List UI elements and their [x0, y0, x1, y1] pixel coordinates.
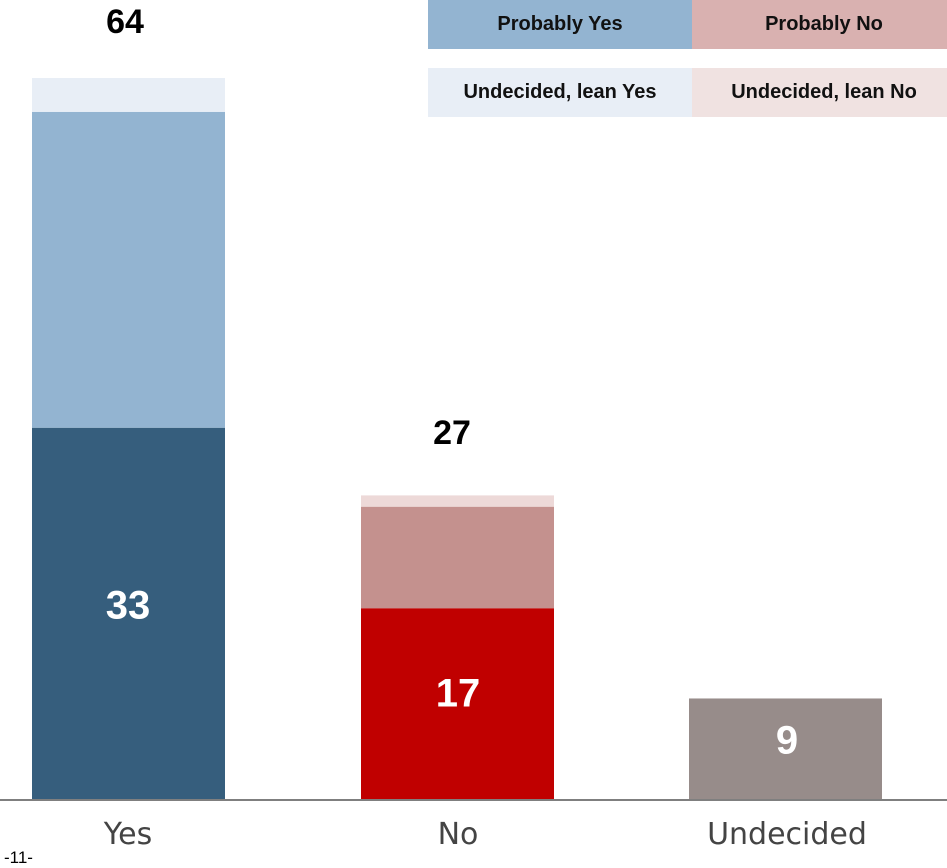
bars-group: [32, 78, 882, 800]
bar-label-no: 17: [435, 671, 481, 716]
bar-yes-probably: [32, 111, 225, 428]
category-label-no: No: [437, 817, 479, 852]
bar-label-undecided: 9: [775, 718, 799, 763]
bar-no-base: [361, 608, 554, 800]
total-label-no: 27: [433, 414, 471, 452]
bar-label-yes: 33: [105, 583, 151, 628]
category-label-undecided: Undecided: [707, 817, 867, 852]
bar-no-probably: [361, 506, 554, 609]
legend-lean-no: Undecided, lean No: [692, 68, 947, 117]
legend-lean-yes: Undecided, lean Yes: [428, 68, 692, 117]
page-number: -11-: [4, 848, 33, 867]
bar-undecided-base: [689, 698, 882, 800]
legend-probably-yes: Probably Yes: [428, 0, 692, 49]
bar-yes-base: [32, 427, 225, 800]
total-label-yes: 64: [106, 3, 144, 41]
bar-no-lean: [361, 495, 554, 507]
category-label-yes: Yes: [103, 817, 153, 852]
legend-probably-no: Probably No: [692, 0, 947, 49]
bar-yes-lean: [32, 78, 225, 112]
